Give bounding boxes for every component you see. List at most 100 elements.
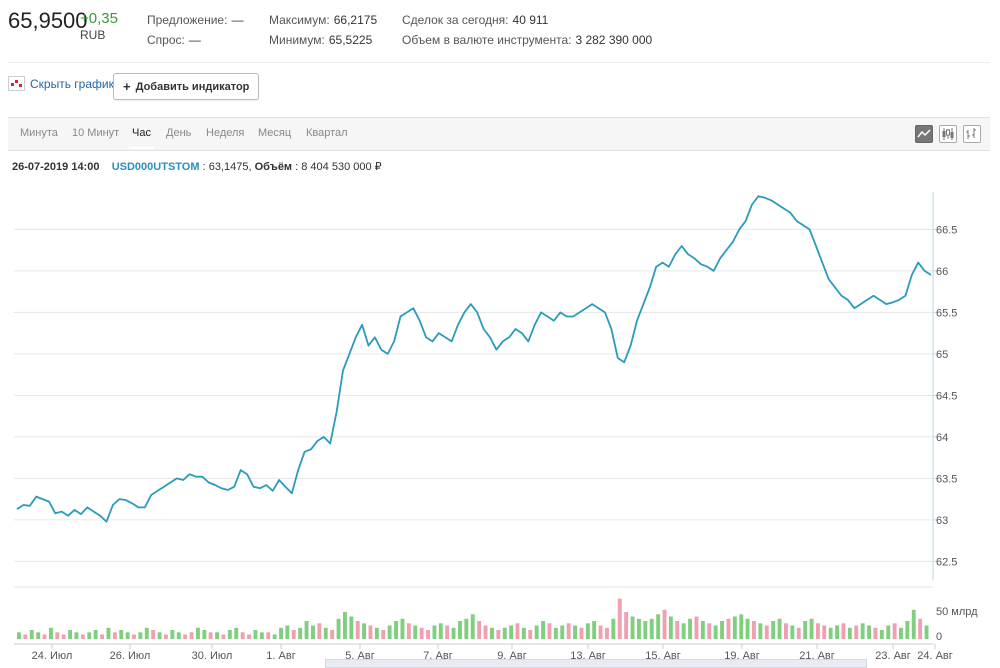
volume-bar xyxy=(873,627,878,640)
high-label: Максимум: xyxy=(269,13,330,27)
volume-bar xyxy=(438,623,443,639)
add-indicator-button[interactable]: + Добавить индикатор xyxy=(113,73,260,100)
volume-bar xyxy=(144,627,149,640)
x-tick-label: 24. Июл xyxy=(32,650,73,662)
bid-value: — xyxy=(231,13,244,27)
tab-10-minutes[interactable]: 10 Минут xyxy=(72,127,120,139)
volume-bar xyxy=(752,621,756,639)
volume-bar xyxy=(816,623,820,639)
deals-stat: Сделок за сегодня: 40 911 xyxy=(402,13,548,27)
chart-navigator-thumb[interactable] xyxy=(325,659,867,668)
volume-bar xyxy=(924,625,929,639)
volume-bar xyxy=(330,630,335,639)
volume-bar xyxy=(17,632,21,640)
volume-bar xyxy=(860,623,865,639)
volume-bar xyxy=(355,621,360,639)
volume-stat: Объем в валюте инструмента: 3 282 390 000 xyxy=(402,33,652,47)
volume-bar xyxy=(374,627,379,640)
volume-bar xyxy=(879,630,884,639)
price-line-series xyxy=(16,195,932,523)
tab-day[interactable]: День xyxy=(166,127,192,139)
hover-info-line: 26-07-2019 14:00 USD000UTSTOM : 63,1475,… xyxy=(12,160,382,173)
volume-bar xyxy=(771,621,776,639)
y-tick-label: 65 xyxy=(936,349,948,361)
currency-label: RUB xyxy=(80,28,106,42)
volume-bar xyxy=(36,632,41,640)
low-value: 65,5225 xyxy=(328,33,373,47)
volume-bar xyxy=(464,618,469,640)
low-label: Минимум: xyxy=(269,33,325,47)
volume-bar xyxy=(413,625,418,639)
bid-label: Предложение: xyxy=(147,13,228,27)
volume-bar xyxy=(368,625,373,639)
volume-bar xyxy=(534,625,539,639)
volume-bar xyxy=(426,630,430,639)
tab-minute[interactable]: Минута xyxy=(20,127,58,139)
volume-bar xyxy=(496,630,501,639)
volume-bar xyxy=(573,625,577,639)
volume-bar xyxy=(55,632,60,640)
volume-bar xyxy=(560,625,565,639)
header-divider xyxy=(8,62,990,63)
ask-value: — xyxy=(188,33,201,47)
volume-bar xyxy=(240,632,245,640)
volume-bar xyxy=(847,627,852,640)
bid-stat: Предложение: — xyxy=(147,13,243,27)
volume-bar xyxy=(732,616,737,639)
volume-bar xyxy=(886,625,891,639)
volume-bar xyxy=(483,625,488,639)
price-chart[interactable]: 62.5 63 63.5 64 64.5 65 65.5 66 66.5 50 млрд 0 2… xyxy=(0,170,1000,666)
line-chart-icon[interactable] xyxy=(915,125,933,143)
ohlc-bars-icon[interactable] xyxy=(963,125,981,143)
y-tick-label: 64.5 xyxy=(936,390,957,402)
volume-bar xyxy=(784,623,788,639)
volume-bar xyxy=(336,618,341,640)
volume-bar xyxy=(656,614,661,640)
candlestick-icon[interactable] xyxy=(939,125,957,143)
volume-bar xyxy=(828,627,833,640)
volume-bar xyxy=(528,630,533,639)
volume-bar xyxy=(541,621,545,639)
x-tick-label: 26. Июл xyxy=(110,650,151,662)
hide-chart-button[interactable]: Скрыть график xyxy=(8,76,114,91)
tab-week[interactable]: Неделя xyxy=(206,127,245,139)
y-tick-label: 66.5 xyxy=(936,224,957,236)
hover-price: : 63,1475, xyxy=(199,161,252,173)
volume-axis-max: 50 млрд xyxy=(936,606,978,618)
volume-bar xyxy=(362,623,366,639)
volume-bar xyxy=(649,618,654,640)
ask-label: Спрос: xyxy=(147,33,185,47)
x-tick-label: 1. Авг xyxy=(266,650,295,662)
volume-bar xyxy=(790,625,795,639)
volume-bar xyxy=(432,625,437,639)
tab-quarter[interactable]: Квартал xyxy=(306,127,348,139)
y-tick-label: 63.5 xyxy=(936,473,957,485)
volume-bar xyxy=(592,621,597,639)
volume-bars xyxy=(17,598,929,640)
volume-bar xyxy=(739,614,744,640)
volume-bar xyxy=(675,621,680,639)
volume-bar xyxy=(700,621,705,639)
volume-bar xyxy=(247,634,251,639)
volume-bar xyxy=(521,627,526,640)
volume-bar xyxy=(470,614,475,640)
y-tick-label: 63 xyxy=(936,515,948,527)
volume-bar xyxy=(803,621,808,639)
volume-bar xyxy=(42,634,47,639)
plus-icon: + xyxy=(123,79,131,94)
volume-bar xyxy=(509,625,514,639)
tab-hour[interactable]: Час xyxy=(129,127,154,149)
y-tick-label: 66 xyxy=(936,266,948,278)
volume-bar xyxy=(196,627,200,640)
price-change: +0,35 xyxy=(80,10,118,27)
high-stat: Максимум: 66,2175 xyxy=(269,13,377,27)
mini-chart-icon xyxy=(8,76,25,91)
volume-bar xyxy=(713,625,718,639)
hide-chart-label: Скрыть график xyxy=(30,76,114,91)
hover-volume-value: : 8 404 530 000 ₽ xyxy=(295,161,382,173)
volume-bar xyxy=(298,627,303,640)
volume-bar xyxy=(311,625,315,639)
tab-month[interactable]: Месяц xyxy=(258,127,292,139)
volume-bar xyxy=(259,632,264,640)
volume-bar xyxy=(29,630,34,639)
